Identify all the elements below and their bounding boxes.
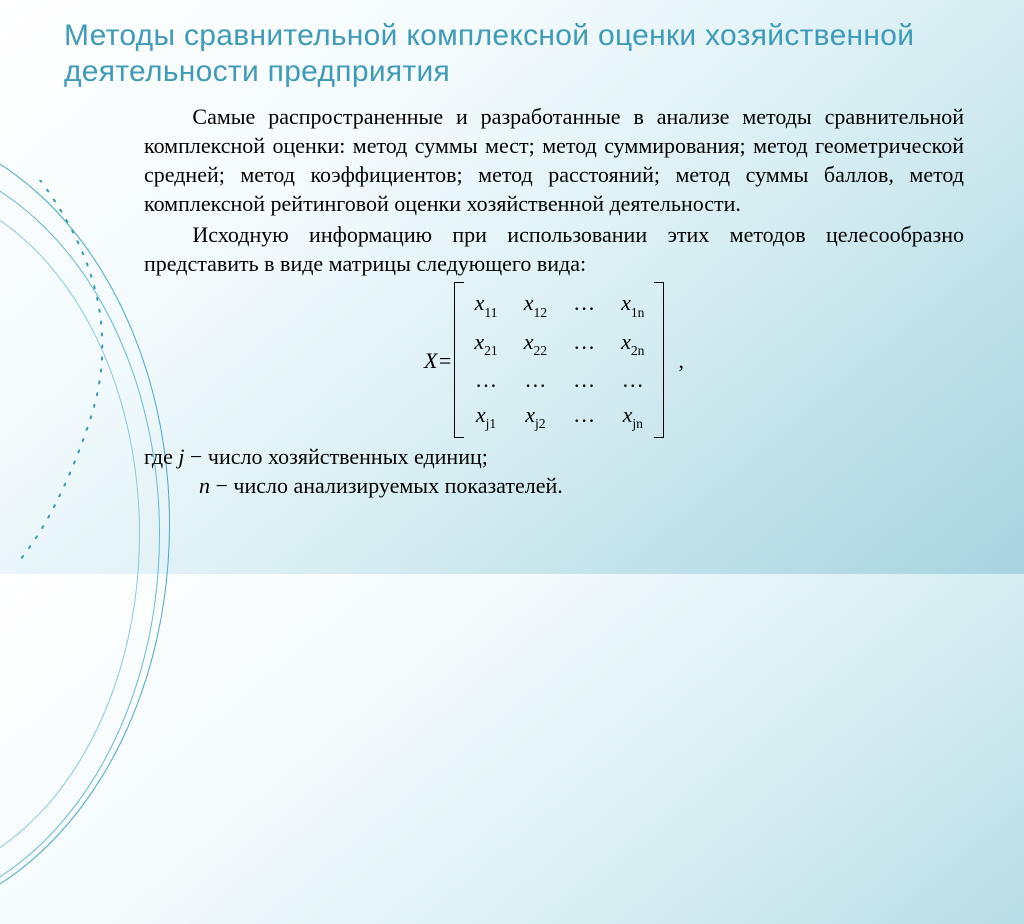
matrix-cell: x12 bbox=[524, 288, 547, 320]
where-prefix: где bbox=[144, 444, 178, 469]
slide-content: Методы сравнительной комплексной оценки … bbox=[0, 0, 1024, 520]
matrix-cell: xj2 bbox=[524, 400, 547, 432]
where-rest-1: − число хозяйственных единиц; bbox=[190, 444, 488, 469]
matrix-grid: x11 x12 … x1n x21 x22 … x2n … … … … xj1 xj2 … xjn bbox=[464, 282, 654, 438]
slide-title: Методы сравнительной комплексной оценки … bbox=[64, 18, 972, 90]
matrix-cell: xjn bbox=[621, 400, 644, 432]
slide-body: Самые распространенные и разработанные в… bbox=[144, 102, 964, 500]
matrix: x11 x12 … x1n x21 x22 … x2n … … … … xj1 xj2 … xjn bbox=[454, 282, 664, 438]
paragraph-1: Самые распространенные и разработанные в… bbox=[144, 102, 964, 218]
matrix-cell: … bbox=[573, 288, 595, 320]
matrix-cell: x11 bbox=[474, 288, 497, 320]
where-var-n: n bbox=[199, 473, 210, 498]
matrix-cell: x22 bbox=[524, 327, 547, 359]
matrix-cell: … bbox=[524, 365, 547, 394]
matrix-cell: … bbox=[573, 365, 595, 394]
matrix-cell: x1n bbox=[621, 288, 644, 320]
matrix-trailing-comma: , bbox=[678, 346, 684, 375]
matrix-cell: … bbox=[474, 365, 497, 394]
where-line-1: где j − число хозяйственных единиц; bbox=[144, 442, 964, 471]
where-rest-2: − число анализируемых показателей. bbox=[216, 473, 563, 498]
bracket-left bbox=[454, 282, 464, 438]
matrix-cell: x2n bbox=[621, 327, 644, 359]
paragraph-2: Исходную информацию при использовании эт… bbox=[144, 220, 964, 278]
matrix-cell: … bbox=[573, 327, 595, 359]
matrix-lhs: X= bbox=[424, 346, 452, 375]
matrix-cell: xj1 bbox=[474, 400, 497, 432]
where-var-j: j bbox=[178, 444, 184, 469]
matrix-equation: X= x11 x12 … x1n x21 x22 … x2n … … … … xj1 xj2 … xjn , bbox=[144, 282, 964, 438]
where-line-2: n − число анализируемых показателей. bbox=[199, 471, 964, 500]
bracket-right bbox=[654, 282, 664, 438]
matrix-cell: x21 bbox=[474, 327, 497, 359]
matrix-cell: … bbox=[573, 400, 595, 432]
matrix-cell: … bbox=[621, 365, 644, 394]
